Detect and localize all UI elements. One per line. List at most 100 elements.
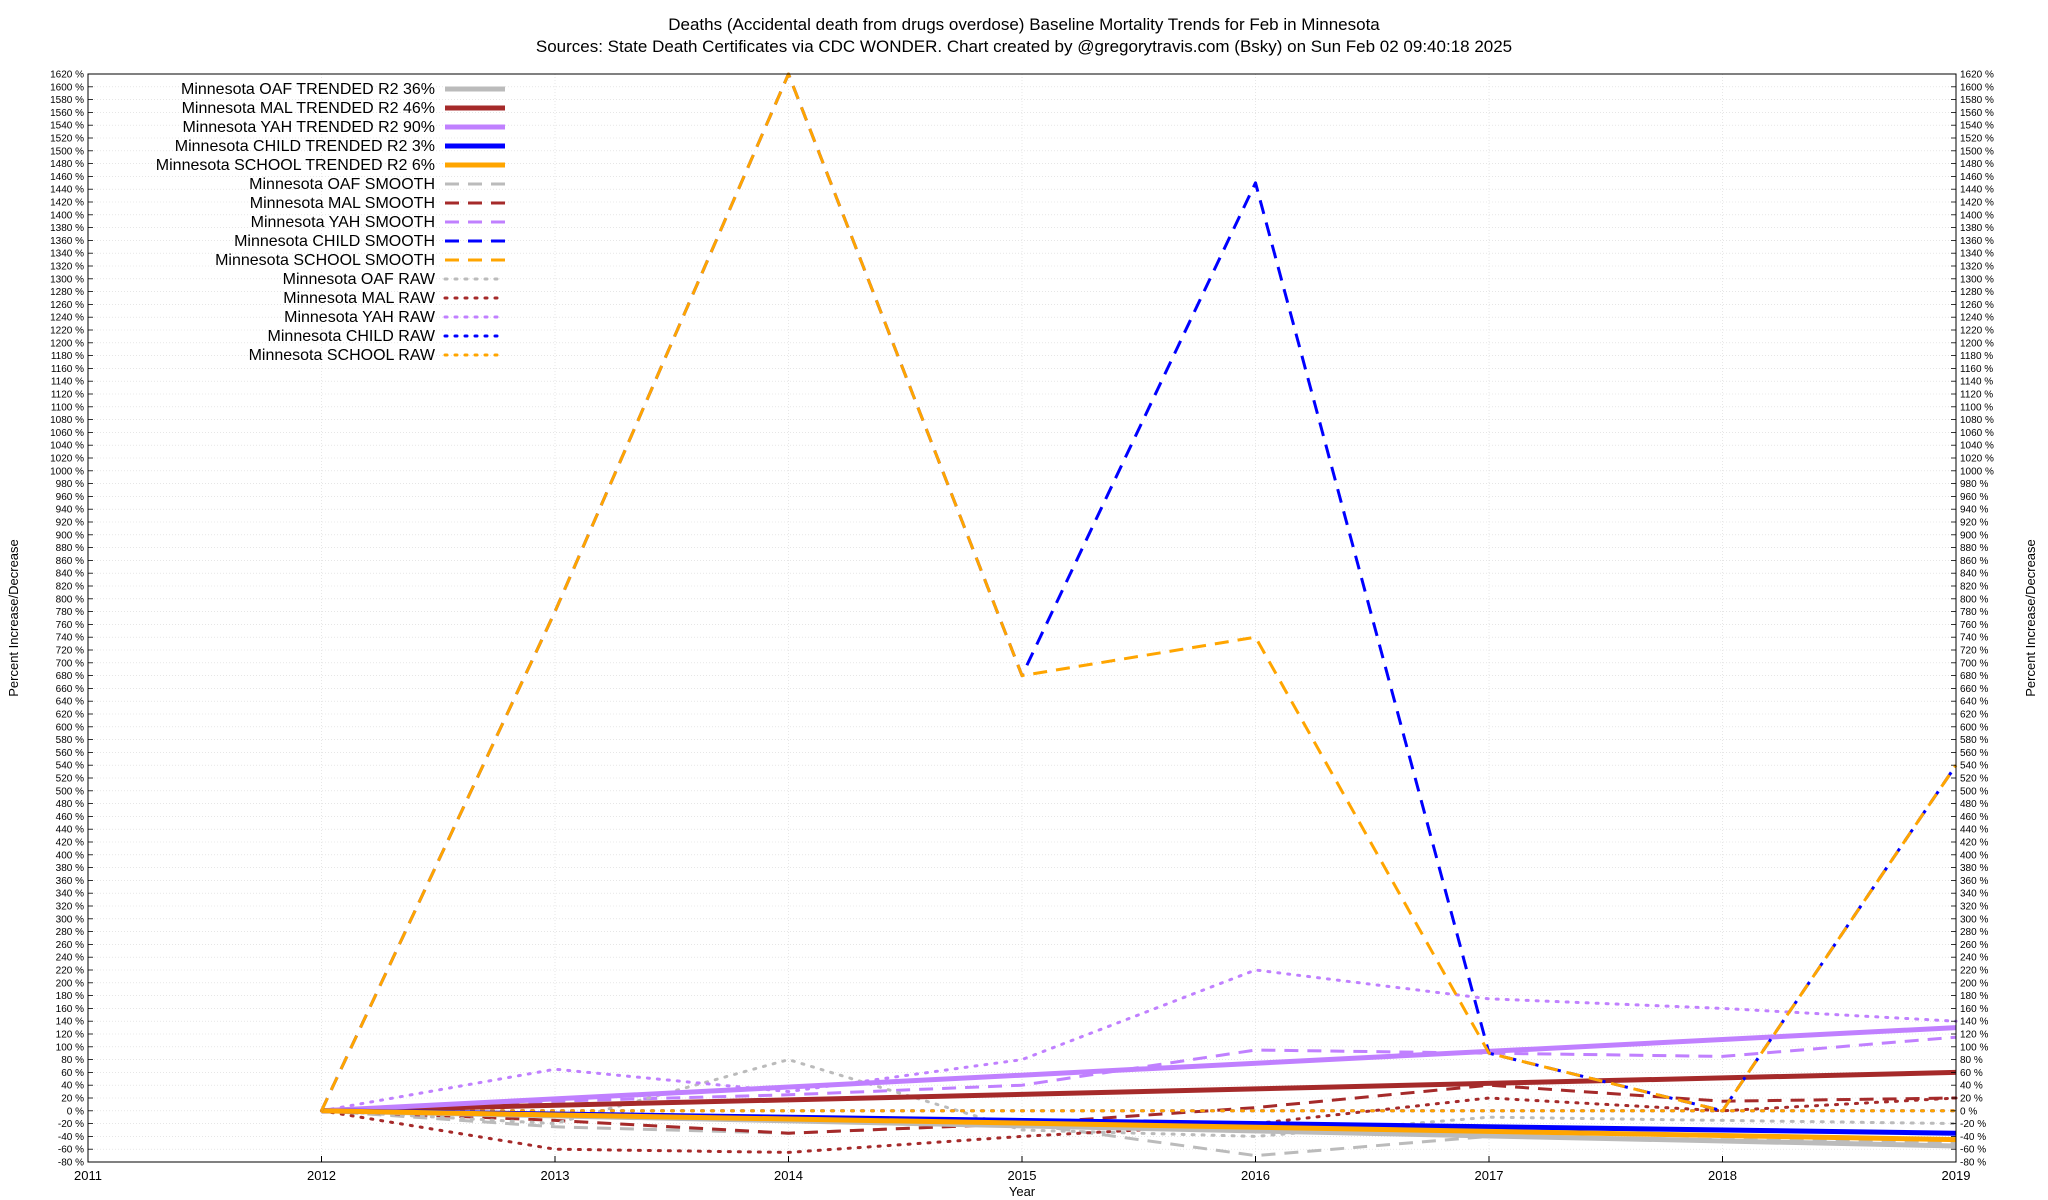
y-tick-label-left: 1180 % <box>51 351 84 362</box>
x-axis-label: Year <box>1009 1184 1036 1199</box>
y-tick-label-right: 880 % <box>1960 543 1988 554</box>
y-tick-label-left: 260 % <box>56 940 84 951</box>
legend-label: Minnesota CHILD RAW <box>268 328 436 345</box>
legend-label: Minnesota CHILD TRENDED R2 3% <box>175 138 435 155</box>
y-tick-label-right: 460 % <box>1960 812 1988 823</box>
series-line <box>320 72 1958 1113</box>
y-tick-label-right: 400 % <box>1960 850 1988 861</box>
y-tick-label-right: 1460 % <box>1960 172 1994 183</box>
legend-label: Minnesota SCHOOL SMOOTH <box>215 252 435 269</box>
y-tick-label-right: 1040 % <box>1960 441 1994 452</box>
grid <box>87 73 1957 1163</box>
y-tick-label-right: 1480 % <box>1960 159 1994 170</box>
y-tick-label-right: 600 % <box>1960 722 1988 733</box>
y-tick-label-right: 1260 % <box>1960 300 1994 311</box>
y-tick-label-right: 700 % <box>1960 658 1988 669</box>
y-tick-label-right: 1160 % <box>1960 364 1993 375</box>
legend-label: Minnesota OAF RAW <box>283 271 436 288</box>
y-tick-label-right: 920 % <box>1960 518 1988 529</box>
y-tick-label-right: 580 % <box>1960 735 1988 746</box>
y-tick-label-left: 180 % <box>56 991 84 1002</box>
y-tick-label-right: 320 % <box>1960 902 1988 913</box>
y-tick-label-right: 720 % <box>1960 646 1988 657</box>
y-tick-label-left: 1500 % <box>50 146 84 157</box>
y-tick-label-left: -80 % <box>58 1158 84 1169</box>
legend-label: Minnesota MAL TRENDED R2 46% <box>182 100 435 117</box>
y-tick-label-right: 1520 % <box>1960 134 1994 145</box>
y-tick-label-right: 120 % <box>1960 1030 1988 1041</box>
y-tick-label-left: 1340 % <box>50 249 84 260</box>
y-tick-label-right: 1400 % <box>1960 210 1994 221</box>
y-tick-label-left: 1620 % <box>50 70 84 81</box>
y-tick-label-right: 520 % <box>1960 774 1988 785</box>
y-tick-label-right: 0 % <box>1960 1106 1977 1117</box>
y-tick-label-left: 300 % <box>56 914 84 925</box>
y-tick-label-left: 420 % <box>56 838 84 849</box>
y-tick-label-left: 1120 % <box>51 390 84 401</box>
y-tick-label-left: 1320 % <box>50 262 84 273</box>
axes: -80 % -80 % -60 % -60 % -40 % -40 % -20 % -20 %… <box>50 70 1994 1184</box>
y-tick-label-right: 1080 % <box>1960 415 1994 426</box>
legend-label: Minnesota YAH TRENDED R2 90% <box>182 119 435 136</box>
y-tick-label-right: 140 % <box>1960 1017 1988 1028</box>
y-tick-label-right: 960 % <box>1960 492 1988 503</box>
y-tick-label-left: 140 % <box>56 1017 84 1028</box>
y-tick-label-left: 200 % <box>56 978 84 989</box>
y-tick-label-right: 640 % <box>1960 697 1988 708</box>
y-tick-label-right: 740 % <box>1960 633 1988 644</box>
y-tick-label-right: 420 % <box>1960 838 1988 849</box>
y-tick-label-left: 280 % <box>56 927 84 938</box>
y-tick-label-right: 1420 % <box>1960 198 1994 209</box>
series-line <box>321 1108 1957 1143</box>
y-tick-label-right: 860 % <box>1960 556 1988 567</box>
legend-label: Minnesota SCHOOL RAW <box>249 347 436 364</box>
y-tick-label-left: 380 % <box>56 863 84 874</box>
y-tick-label-left: 1460 % <box>50 172 84 183</box>
y-tick-label-left: 1280 % <box>50 287 84 298</box>
y-tick-label-right: 1320 % <box>1960 262 1994 273</box>
y-tick-label-left: 840 % <box>56 569 84 580</box>
y-tick-label-right: 1280 % <box>1960 287 1994 298</box>
y-tick-label-left: -60 % <box>58 1145 84 1156</box>
y-tick-label-left: 1160 % <box>51 364 84 375</box>
y-tick-label-right: 1200 % <box>1960 338 1994 349</box>
y-tick-label-left: 1240 % <box>50 313 84 324</box>
y-tick-label-left: 780 % <box>56 607 84 618</box>
y-tick-label-right: 1500 % <box>1960 146 1994 157</box>
y-tick-label-right: 500 % <box>1960 786 1988 797</box>
x-tick-label: 2019 <box>1942 1168 1971 1183</box>
y-tick-label-right: 40 % <box>1960 1081 1983 1092</box>
y-tick-label-left: 1200 % <box>50 338 84 349</box>
y-tick-label-right: 540 % <box>1960 761 1988 772</box>
x-tick-label: 2015 <box>1008 1168 1037 1183</box>
y-tick-label-left: 700 % <box>56 658 84 669</box>
y-tick-label-left: 1440 % <box>50 185 84 196</box>
y-tick-label-left: 1140 % <box>51 377 84 388</box>
y-tick-label-right: 680 % <box>1960 671 1988 682</box>
y-tick-label-left: 320 % <box>56 902 84 913</box>
y-tick-label-right: 380 % <box>1960 863 1988 874</box>
y-tick-label-left: 920 % <box>56 518 84 529</box>
y-tick-label-left: 1260 % <box>50 300 84 311</box>
y-tick-label-left: 820 % <box>56 582 84 593</box>
y-tick-label-left: 100 % <box>56 1042 84 1053</box>
y-tick-label-right: 820 % <box>1960 582 1988 593</box>
y-tick-label-right: 1000 % <box>1960 466 1994 477</box>
y-tick-label-left: 60 % <box>61 1068 84 1079</box>
y-tick-label-right: 1240 % <box>1960 313 1994 324</box>
y-tick-label-left: 1540 % <box>50 121 84 132</box>
y-tick-label-left: 760 % <box>56 620 84 631</box>
series-line <box>320 1058 1958 1138</box>
y-tick-label-right: 80 % <box>1960 1055 1983 1066</box>
y-tick-label-right: 1620 % <box>1960 70 1994 81</box>
y-tick-label-right: 200 % <box>1960 978 1988 989</box>
y-tick-label-left: 1060 % <box>50 428 84 439</box>
y-tick-label-right: 1380 % <box>1960 223 1994 234</box>
y-tick-label-left: 1560 % <box>50 108 84 119</box>
y-tick-label-right: 900 % <box>1960 530 1988 541</box>
y-tick-label-right: 560 % <box>1960 748 1988 759</box>
y-tick-label-right: 1600 % <box>1960 82 1994 93</box>
y-tick-label-right: 180 % <box>1960 991 1988 1002</box>
legend-label: Minnesota OAF TRENDED R2 36% <box>181 81 435 98</box>
y-tick-label-right: 620 % <box>1960 710 1988 721</box>
